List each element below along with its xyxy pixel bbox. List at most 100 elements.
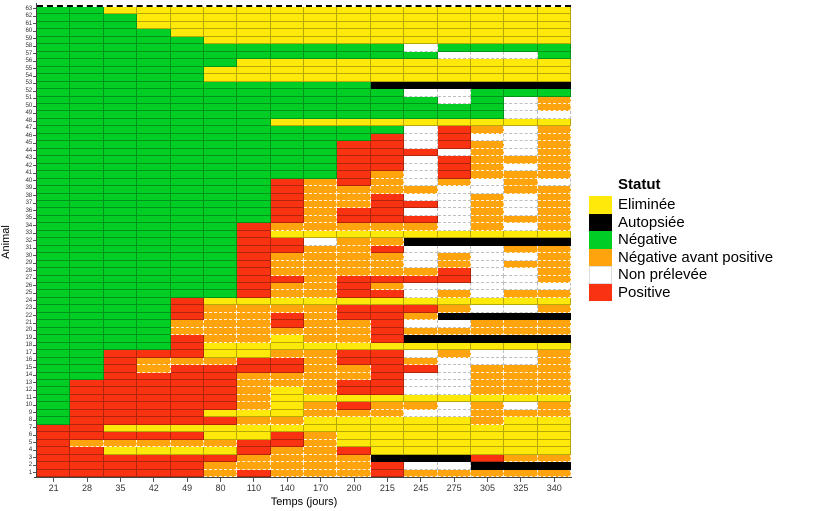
heatmap-cell-animal13-t245 bbox=[404, 380, 438, 388]
heatmap-cell-animal33-t21 bbox=[37, 230, 71, 239]
y-tick-label: 7 bbox=[14, 424, 36, 431]
x-tick-cell: 49 bbox=[171, 478, 204, 496]
y-tick bbox=[33, 142, 36, 144]
heatmap-cell-animal40-t21 bbox=[37, 178, 71, 187]
heatmap-cell-animal12-t340 bbox=[537, 387, 571, 395]
heatmap-cell-animal14-t170 bbox=[304, 372, 338, 381]
x-tick-label: 340 bbox=[546, 483, 562, 493]
heatmap-cell-animal21-t245 bbox=[404, 320, 438, 328]
heatmap-cell-animal28-t49 bbox=[170, 268, 204, 276]
x-tick bbox=[353, 478, 355, 482]
heatmap-cell-animal7-t170 bbox=[304, 424, 338, 433]
heatmap-cell-animal6-t140 bbox=[270, 432, 304, 440]
y-tick bbox=[33, 285, 36, 287]
heatmap-cell-animal30-t215 bbox=[370, 253, 405, 261]
heatmap-cell-animal40-t305 bbox=[470, 178, 505, 187]
heatmap-cell-animal63-t21 bbox=[37, 7, 71, 15]
heatmap-cell-animal46-t28 bbox=[70, 133, 104, 142]
heatmap-cell-animal6-t305 bbox=[470, 432, 505, 440]
heatmap-cell-animal11-t340 bbox=[537, 394, 571, 403]
heatmap-cell-animal27-t305 bbox=[470, 275, 505, 284]
heatmap-cell-animal57-t200 bbox=[337, 51, 371, 60]
heatmap-cell-animal38-t80 bbox=[203, 193, 238, 201]
heatmap-cell-animal44-t340 bbox=[537, 148, 571, 157]
heatmap-cell-animal47-t110 bbox=[237, 126, 271, 134]
heatmap-cell-animal40-t140 bbox=[270, 178, 304, 187]
heatmap-cell-animal31-t110 bbox=[237, 245, 271, 254]
x-tick bbox=[119, 478, 121, 482]
y-tick-label: 3 bbox=[14, 454, 36, 461]
heatmap-cell-animal33-t275 bbox=[437, 230, 471, 239]
heatmap-cell-animal27-t21 bbox=[37, 275, 71, 284]
heatmap-cell-animal60-t21 bbox=[37, 29, 71, 37]
heatmap-cell-animal51-t340 bbox=[537, 96, 571, 104]
heatmap-cell-animal56-t305 bbox=[470, 59, 505, 67]
heatmap-cell-animal23-t275 bbox=[437, 305, 471, 313]
heatmap-cell-animal24-t170 bbox=[304, 297, 338, 306]
heatmap-cell-animal23-t170 bbox=[304, 305, 338, 313]
heatmap-cell-animal17-t340 bbox=[537, 350, 571, 358]
x-tick-cell: 110 bbox=[237, 478, 270, 496]
x-tick bbox=[453, 478, 455, 482]
heatmap-cell-animal40-t28 bbox=[70, 178, 104, 187]
heatmap-cell-animal32-t170 bbox=[304, 238, 338, 246]
heatmap-cell-animal17-t170 bbox=[304, 350, 338, 358]
heatmap-cell-animal21-t215 bbox=[370, 320, 405, 328]
heatmap-cell-animal42-t110 bbox=[237, 163, 271, 172]
heatmap-cell-animal62-t325 bbox=[504, 14, 538, 22]
heatmap-cell-animal12-t42 bbox=[137, 387, 171, 395]
heatmap-cell-animal26-t21 bbox=[37, 283, 71, 291]
heatmap-cell-animal52-t28 bbox=[70, 89, 104, 97]
x-tick-label: 275 bbox=[446, 483, 462, 493]
heatmap-cell-animal39-t49 bbox=[170, 186, 204, 194]
heatmap-cell-animal42-t340 bbox=[537, 163, 571, 172]
heatmap-cell-animal57-t215 bbox=[370, 51, 405, 60]
heatmap-cell-animal34-t35 bbox=[103, 223, 138, 231]
heatmap-cell-animal59-t340 bbox=[537, 36, 571, 45]
heatmap-cell-animal33-t200 bbox=[337, 230, 371, 239]
heatmap-cell-animal35-t140 bbox=[270, 215, 304, 224]
y-tick bbox=[33, 135, 36, 137]
heatmap-cell-animal43-t215 bbox=[370, 156, 405, 164]
heatmap-cell-animal5-t42 bbox=[137, 439, 171, 448]
heatmap-cell-animal52-t140 bbox=[270, 89, 304, 97]
heatmap-cell-animal42-t200 bbox=[337, 163, 371, 172]
heatmap-cell-animal37-t140 bbox=[270, 200, 304, 209]
heatmap-cell-animal12-t140 bbox=[270, 387, 304, 395]
heatmap-cell-animal22-t21 bbox=[37, 312, 71, 321]
heatmap-cell-animal9-t215 bbox=[370, 409, 405, 418]
heatmap-cell-animal55-t35 bbox=[103, 66, 138, 75]
heatmap-cell-animal7-t80 bbox=[203, 424, 238, 433]
heatmap-cell-animal48-t170 bbox=[304, 118, 338, 127]
x-tick-label: 200 bbox=[346, 483, 362, 493]
heatmap-cell-animal22-t140 bbox=[270, 312, 304, 321]
heatmap-cell-animal2-t21 bbox=[37, 462, 71, 470]
heatmap-cell-animal41-t110 bbox=[237, 171, 271, 179]
heatmap-cell-animal60-t215 bbox=[370, 29, 405, 37]
heatmap-cell-animal4-t49 bbox=[170, 447, 204, 455]
heatmap-cell-animal1-t215 bbox=[370, 469, 405, 477]
heatmap-cell-animal42-t305 bbox=[470, 163, 505, 172]
heatmap-cell-animal2-t245 bbox=[404, 462, 438, 470]
heatmap-cell-animal20-t200 bbox=[337, 327, 371, 336]
heatmap-cell-animal42-t245 bbox=[404, 163, 438, 172]
heatmap-cell-animal46-t35 bbox=[103, 133, 138, 142]
heatmap-cell-animal1-t42 bbox=[137, 469, 171, 477]
heatmap-cell-animal7-t275 bbox=[437, 424, 471, 433]
heatmap-cell-animal35-t275 bbox=[437, 215, 471, 224]
heatmap-cell-animal38-t110 bbox=[237, 193, 271, 201]
heatmap-cell-animal12-t21 bbox=[37, 387, 71, 395]
y-tick-label: 14 bbox=[14, 372, 36, 379]
heatmap-cell-animal52-t49 bbox=[170, 89, 204, 97]
heatmap-cell-animal56-t325 bbox=[504, 59, 538, 67]
heatmap-cell-animal8-t305 bbox=[470, 417, 505, 425]
heatmap-cell-animal55-t305 bbox=[470, 66, 505, 75]
heatmap-cell-animal46-t80 bbox=[203, 133, 238, 142]
heatmap-cell-animal3-t28 bbox=[70, 454, 104, 463]
heatmap-cell-animal3-t110 bbox=[237, 454, 271, 463]
heatmap-cell-animal51-t170 bbox=[304, 96, 338, 104]
heatmap-cell-animal12-t110 bbox=[237, 387, 271, 395]
heatmap-cell-animal48-t21 bbox=[37, 118, 71, 127]
heatmap-cell-animal55-t340 bbox=[537, 66, 571, 75]
legend-item: Négative bbox=[589, 231, 815, 249]
